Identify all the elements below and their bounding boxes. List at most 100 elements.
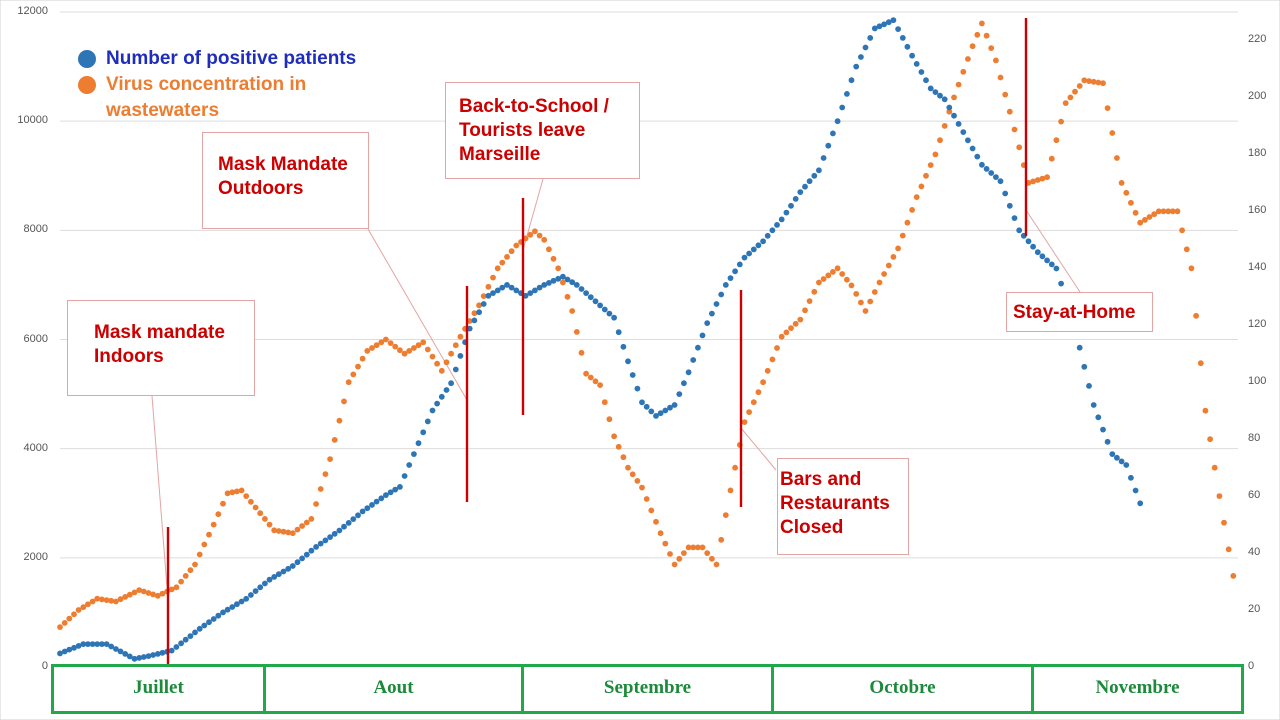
- data-point: [224, 606, 231, 613]
- data-point: [890, 17, 897, 24]
- data-point: [508, 248, 515, 255]
- left-tick-label: 4000: [23, 441, 48, 454]
- data-point: [951, 94, 957, 101]
- data-point: [1095, 414, 1102, 421]
- data-point: [532, 228, 538, 235]
- data-point: [755, 242, 762, 249]
- data-point: [788, 202, 794, 209]
- data-point: [438, 367, 445, 374]
- data-point: [220, 609, 226, 616]
- right-tick-label: 100: [1248, 375, 1267, 388]
- right-tick-label: 120: [1248, 318, 1267, 331]
- data-point: [527, 231, 534, 238]
- data-point: [583, 370, 589, 377]
- data-point: [103, 641, 110, 647]
- callout-stay-at-home-line1: Stay-at-Home: [1013, 302, 1136, 323]
- data-point: [480, 301, 487, 307]
- data-point: [275, 528, 282, 534]
- data-point: [75, 607, 82, 613]
- data-point: [457, 333, 464, 340]
- callout-bars-closed-line2: Restaurants: [780, 493, 890, 514]
- data-point: [1090, 78, 1097, 85]
- data-point: [452, 342, 459, 349]
- data-point: [778, 333, 785, 340]
- data-point: [182, 636, 189, 643]
- data-point: [899, 232, 906, 239]
- data-point: [704, 550, 711, 556]
- left-tick-label: 10000: [17, 114, 48, 127]
- data-point: [783, 329, 790, 336]
- data-point: [587, 374, 594, 381]
- data-point: [676, 555, 683, 562]
- callout-back-to-school-line1: Back-to-School /: [459, 96, 609, 117]
- data-point: [466, 325, 473, 332]
- event-lines: [166, 18, 1028, 667]
- legend: Number of positive patients Virus concen…: [78, 46, 356, 124]
- data-point: [1179, 227, 1185, 234]
- data-point: [299, 555, 305, 562]
- data-point: [704, 320, 711, 326]
- data-point: [196, 625, 203, 632]
- data-point: [341, 398, 347, 405]
- data-point: [732, 268, 738, 275]
- data-point: [303, 519, 310, 526]
- data-point: [150, 652, 157, 658]
- data-point: [629, 471, 636, 478]
- data-point: [839, 104, 846, 111]
- data-point: [429, 353, 436, 360]
- data-point: [1030, 178, 1036, 185]
- data-point: [1188, 265, 1195, 272]
- data-point: [769, 227, 776, 234]
- left-tick-label: 0: [41, 660, 48, 672]
- data-point: [187, 567, 194, 574]
- data-point: [1128, 199, 1134, 206]
- data-point: [965, 137, 971, 144]
- data-point: [1044, 174, 1050, 181]
- data-point: [1039, 253, 1046, 260]
- data-point: [583, 290, 589, 296]
- data-point: [662, 407, 669, 414]
- data-point: [820, 155, 827, 161]
- legend-label-wastewater-line2: wastewaters: [106, 100, 220, 121]
- data-point: [1067, 94, 1074, 101]
- data-point: [355, 363, 361, 370]
- data-point: [448, 380, 454, 387]
- data-point: [587, 294, 594, 301]
- data-point: [424, 346, 431, 353]
- data-point: [555, 275, 562, 282]
- data-point: [1123, 462, 1130, 468]
- data-point: [248, 498, 254, 505]
- data-point: [1053, 265, 1060, 272]
- right-tick-label: 140: [1248, 261, 1267, 274]
- data-point: [1183, 246, 1190, 253]
- data-point: [532, 287, 538, 294]
- data-point: [974, 31, 981, 38]
- data-point: [1034, 249, 1041, 256]
- data-point: [178, 640, 185, 647]
- data-point: [117, 648, 124, 655]
- data-point: [113, 598, 119, 605]
- data-point: [1011, 215, 1018, 222]
- data-point: [937, 137, 943, 144]
- data-point: [643, 403, 650, 410]
- data-point: [355, 512, 361, 519]
- data-point: [494, 265, 501, 272]
- data-point: [1174, 208, 1181, 215]
- data-point: [280, 528, 287, 535]
- data-point: [592, 298, 599, 305]
- data-point: [788, 325, 794, 331]
- data-point: [457, 353, 464, 359]
- data-point: [1216, 493, 1223, 499]
- data-point: [415, 440, 422, 447]
- data-point: [299, 523, 305, 529]
- data-point: [411, 345, 417, 351]
- data-point: [853, 63, 860, 70]
- data-point: [573, 282, 580, 288]
- data-point: [99, 641, 105, 647]
- data-point: [760, 379, 766, 386]
- data-point: [1118, 180, 1125, 186]
- data-point: [820, 276, 827, 282]
- data-point: [1076, 344, 1083, 351]
- data-point: [471, 310, 478, 317]
- callout-connector: [1025, 209, 1081, 293]
